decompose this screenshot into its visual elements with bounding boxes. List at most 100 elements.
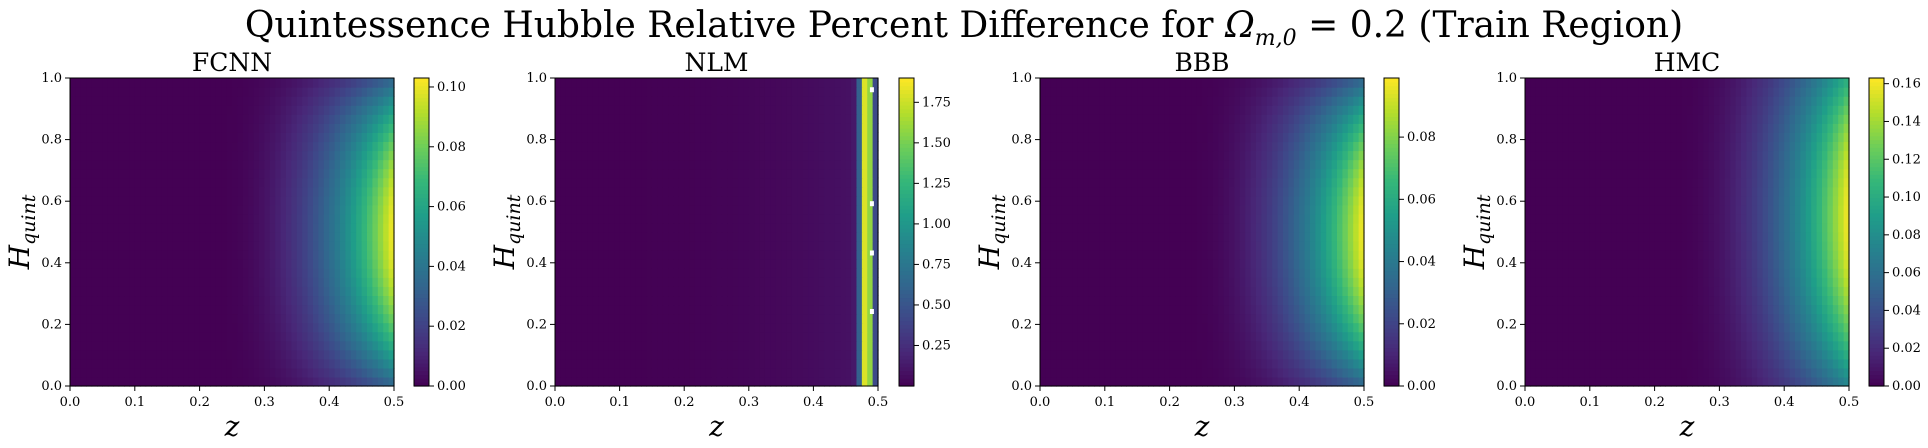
- heatmap-cell: [818, 349, 825, 360]
- heatmap-cell: [748, 295, 755, 306]
- heatmap-cell: [851, 168, 858, 179]
- heatmap-cell: [156, 241, 163, 251]
- colorbar-segment: [414, 270, 429, 275]
- heatmap-cell: [1353, 331, 1360, 342]
- heatmap-cell: [323, 268, 330, 278]
- heatmap-cell: [226, 222, 233, 233]
- heatmap-cell: [269, 141, 276, 152]
- heatmap-cell: [872, 286, 879, 297]
- heatmap-cell: [694, 132, 701, 143]
- heatmap-cell: [657, 132, 664, 143]
- heatmap-cell: [1077, 367, 1084, 378]
- heatmap-cell: [107, 159, 114, 170]
- heatmap-cell: [797, 87, 804, 97]
- heatmap-cell: [226, 195, 233, 206]
- heatmap-cell: [759, 150, 766, 161]
- heatmap-cell: [291, 96, 298, 106]
- heatmap-cell: [721, 186, 728, 197]
- heatmap-cell: [70, 159, 76, 170]
- heatmap-cell: [673, 177, 680, 188]
- heatmap-cell: [356, 286, 363, 297]
- heatmap-cell: [151, 250, 157, 260]
- heatmap-cell: [248, 159, 255, 170]
- heatmap-cell: [1304, 349, 1311, 360]
- heatmap-cell: [1207, 286, 1214, 297]
- heatmap-cell: [388, 367, 395, 378]
- heatmap-cell: [748, 105, 755, 115]
- heatmap-cell: [743, 78, 750, 88]
- heatmap-cell: [118, 168, 125, 179]
- heatmap-cell: [313, 286, 319, 297]
- heatmap-cell: [383, 304, 390, 315]
- heatmap-cell: [372, 340, 379, 351]
- heatmap-cell: [603, 331, 610, 342]
- heatmap-cell: [1266, 313, 1273, 324]
- heatmap-cell: [555, 204, 561, 215]
- heatmap-cell: [872, 159, 879, 170]
- heatmap-cell: [603, 105, 610, 115]
- heatmap-cell: [754, 141, 761, 152]
- heatmap-cell: [592, 295, 599, 306]
- heatmap-cell: [388, 259, 395, 269]
- heatmap-cell: [651, 141, 658, 152]
- heatmap-cell: [253, 376, 260, 387]
- heatmap-cell: [560, 78, 567, 88]
- heatmap-cell: [1223, 358, 1230, 369]
- heatmap-cell: [286, 304, 292, 315]
- y-tick-label: 0.6: [41, 194, 62, 209]
- heatmap-cell: [232, 78, 238, 88]
- heatmap-cell: [259, 331, 265, 342]
- heatmap-cell: [1261, 358, 1268, 369]
- heatmap-cell: [183, 304, 190, 315]
- heatmap-cell: [1202, 304, 1208, 315]
- heatmap-cell: [651, 177, 658, 188]
- heatmap-cell: [323, 367, 330, 378]
- heatmap-cell: [242, 259, 249, 269]
- heatmap-cell: [1283, 367, 1289, 378]
- heatmap-cell: [1256, 331, 1262, 342]
- heatmap-cell: [1277, 331, 1284, 342]
- heatmap-cell: [781, 132, 788, 143]
- heatmap-cell: [307, 78, 314, 88]
- heatmap-cell: [587, 114, 594, 124]
- heatmap-cell: [829, 78, 836, 88]
- heatmap-cell: [161, 313, 168, 324]
- heatmap-cell: [286, 331, 292, 342]
- heatmap-cell: [576, 78, 583, 88]
- heatmap-cell: [226, 168, 233, 179]
- heatmap-cell: [1266, 376, 1273, 387]
- heatmap-cell: [286, 250, 292, 260]
- heatmap-cell: [97, 286, 103, 297]
- heatmap-cell: [764, 87, 771, 97]
- heatmap-cell: [555, 213, 561, 224]
- heatmap-cell: [269, 322, 276, 333]
- heatmap-cell: [102, 277, 109, 287]
- heatmap-cell: [689, 331, 696, 342]
- heatmap-cell: [367, 213, 373, 224]
- heatmap-cell: [834, 331, 841, 342]
- heatmap-cell: [334, 232, 341, 242]
- heatmap-cell: [264, 114, 271, 124]
- heatmap-cell: [867, 241, 874, 251]
- heatmap-cell: [248, 286, 255, 297]
- heatmap-cell: [97, 105, 103, 115]
- heatmap-cell: [242, 268, 249, 278]
- heatmap-cell: [248, 114, 255, 124]
- heatmap-cell: [1234, 322, 1241, 333]
- heatmap-cell: [1245, 313, 1252, 324]
- heatmap-cell: [856, 250, 863, 260]
- heatmap-cell: [156, 232, 163, 242]
- heatmap-cell: [721, 358, 728, 369]
- heatmap-cell: [323, 105, 330, 115]
- heatmap-cell: [221, 150, 228, 161]
- heatmap-cell: [1245, 358, 1252, 369]
- heatmap-cell: [1083, 376, 1090, 387]
- heatmap-cell: [1239, 286, 1246, 297]
- heatmap-cell: [716, 195, 723, 206]
- heatmap-cell: [377, 376, 384, 387]
- heatmap-cell: [1353, 304, 1360, 315]
- heatmap-cell: [732, 322, 739, 333]
- heatmap-cell: [134, 159, 141, 170]
- heatmap-cell: [802, 376, 809, 387]
- heatmap-cell: [689, 232, 696, 242]
